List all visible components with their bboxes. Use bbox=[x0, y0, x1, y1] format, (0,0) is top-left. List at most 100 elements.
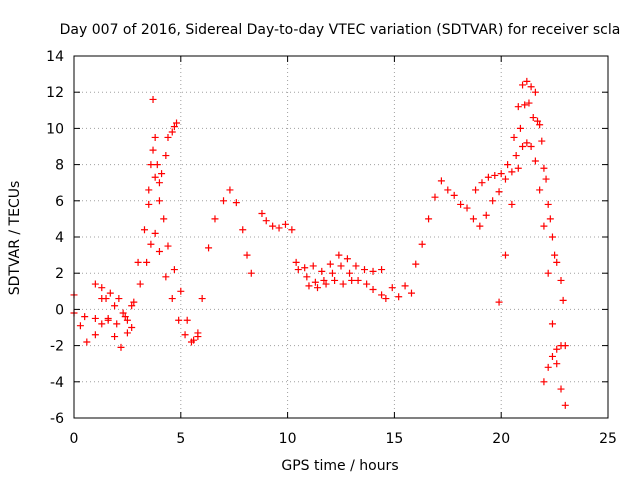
data-point bbox=[328, 269, 336, 277]
series-track-g bbox=[292, 251, 386, 275]
data-point bbox=[81, 313, 89, 321]
data-point bbox=[262, 217, 270, 225]
data-point bbox=[130, 298, 138, 306]
data-point bbox=[239, 226, 247, 234]
data-point bbox=[469, 215, 477, 223]
data-point bbox=[220, 197, 228, 205]
series-track-l bbox=[495, 139, 569, 409]
series-track-m bbox=[512, 99, 559, 259]
x-axis-label: GPS time / hours bbox=[281, 458, 398, 474]
data-point bbox=[525, 99, 533, 107]
data-point bbox=[305, 282, 313, 290]
data-point bbox=[478, 179, 486, 187]
data-point bbox=[335, 251, 343, 259]
data-point bbox=[369, 285, 377, 293]
y-tick-label: 4 bbox=[55, 230, 64, 246]
data-point bbox=[83, 338, 91, 346]
data-point bbox=[147, 240, 155, 248]
data-point bbox=[168, 128, 176, 136]
data-point bbox=[378, 266, 386, 274]
data-point bbox=[168, 295, 176, 303]
data-point bbox=[495, 298, 503, 306]
data-point bbox=[309, 262, 317, 270]
y-tick-label: 6 bbox=[55, 194, 64, 210]
data-point bbox=[301, 264, 309, 272]
data-point bbox=[145, 200, 153, 208]
y-tick-label: 12 bbox=[46, 85, 64, 101]
data-point bbox=[339, 280, 347, 288]
data-point bbox=[113, 320, 121, 328]
data-point bbox=[143, 258, 151, 266]
data-point bbox=[134, 258, 142, 266]
x-tick-label: 5 bbox=[176, 431, 185, 447]
data-point bbox=[388, 284, 396, 292]
data-point bbox=[117, 343, 125, 351]
y-tick-label: -6 bbox=[50, 411, 64, 427]
y-tick-label: -4 bbox=[50, 375, 64, 391]
data-point bbox=[311, 278, 319, 286]
y-tick-label: 0 bbox=[55, 302, 64, 318]
data-point bbox=[437, 177, 445, 185]
x-tick-label: 20 bbox=[492, 431, 510, 447]
data-point bbox=[170, 123, 178, 131]
data-point bbox=[544, 363, 552, 371]
data-point bbox=[98, 320, 106, 328]
data-point bbox=[529, 114, 537, 122]
data-point bbox=[123, 316, 131, 324]
data-point bbox=[548, 320, 556, 328]
data-point bbox=[540, 378, 548, 386]
data-point bbox=[508, 200, 516, 208]
data-point bbox=[175, 316, 183, 324]
data-point bbox=[91, 280, 99, 288]
data-point bbox=[538, 137, 546, 145]
data-point bbox=[425, 215, 433, 223]
data-point bbox=[331, 276, 339, 284]
data-point bbox=[508, 168, 516, 176]
data-point bbox=[232, 199, 240, 207]
data-point bbox=[548, 352, 556, 360]
data-point bbox=[205, 244, 213, 252]
data-point bbox=[527, 83, 535, 91]
data-point bbox=[318, 267, 326, 275]
series-track-f bbox=[258, 209, 296, 234]
x-tick-label: 10 bbox=[279, 431, 297, 447]
data-point bbox=[489, 197, 497, 205]
series-track-n bbox=[540, 342, 569, 386]
data-point bbox=[514, 164, 522, 172]
data-point bbox=[504, 161, 512, 169]
data-point bbox=[348, 276, 356, 284]
data-point bbox=[294, 266, 302, 274]
tick-labels: 0 5 10 15 20 25 -6 -4 -2 0 2 4 6 8 10 12 14 bbox=[46, 49, 617, 447]
data-point bbox=[226, 186, 234, 194]
data-point bbox=[151, 229, 159, 237]
data-point bbox=[542, 175, 550, 183]
data-point bbox=[476, 222, 484, 230]
data-point bbox=[158, 170, 166, 178]
data-point bbox=[155, 247, 163, 255]
data-point bbox=[106, 289, 114, 297]
series-track-e bbox=[194, 186, 255, 337]
data-point bbox=[378, 291, 386, 299]
data-point bbox=[382, 295, 390, 303]
data-point bbox=[269, 222, 277, 230]
data-point bbox=[450, 191, 458, 199]
data-point bbox=[91, 314, 99, 322]
data-point bbox=[288, 226, 296, 234]
data-point bbox=[557, 276, 565, 284]
data-point bbox=[444, 186, 452, 194]
data-point bbox=[360, 266, 368, 274]
data-point bbox=[194, 329, 202, 337]
data-point bbox=[544, 200, 552, 208]
data-point bbox=[147, 161, 155, 169]
data-point bbox=[346, 269, 354, 277]
data-point bbox=[369, 267, 377, 275]
data-point bbox=[115, 295, 123, 303]
x-tick-label: 25 bbox=[599, 431, 617, 447]
data-point bbox=[162, 152, 170, 160]
data-point bbox=[553, 360, 561, 368]
series-track-k bbox=[472, 77, 567, 304]
data-point bbox=[102, 295, 110, 303]
series-track-a bbox=[70, 229, 202, 351]
